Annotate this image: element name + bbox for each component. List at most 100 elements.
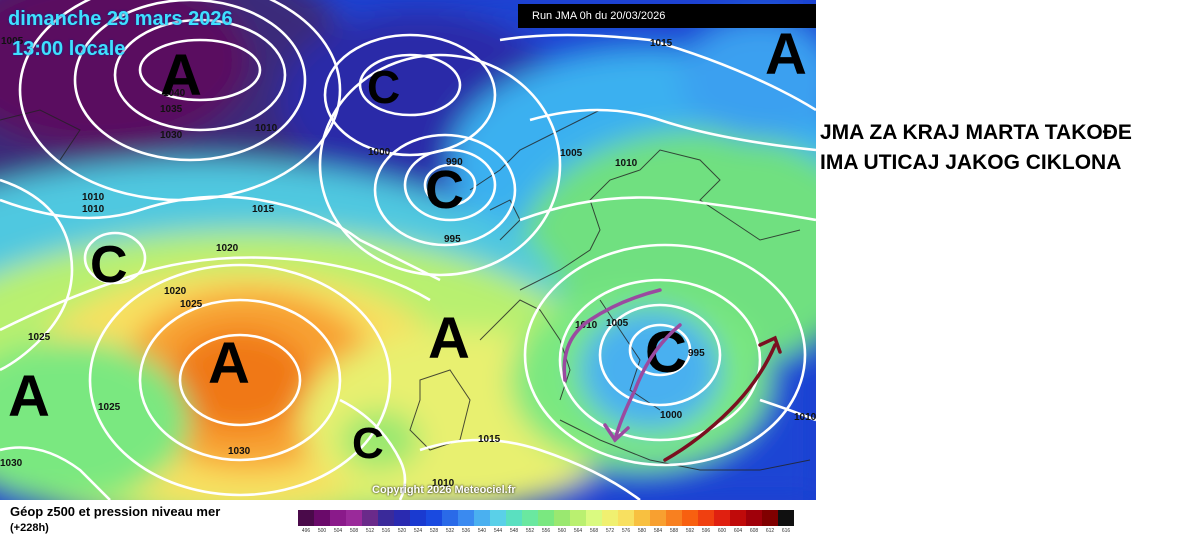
scale-swatch [522, 510, 538, 526]
scale-label: 532 [445, 528, 455, 534]
scale-swatch [474, 510, 490, 526]
color-scale [298, 510, 794, 526]
high-pressure-label: A [8, 364, 50, 429]
scale-label: 540 [477, 528, 487, 534]
isobar-label: 1010 [794, 412, 816, 423]
scale-label: 524 [413, 528, 423, 534]
scale-swatch [730, 510, 746, 526]
scale-label: 564 [573, 528, 583, 534]
scale-swatch [538, 510, 554, 526]
isobar-label: 1005 [560, 148, 583, 159]
scale-swatch [714, 510, 730, 526]
scale-label: 572 [605, 528, 615, 534]
scale-swatch [554, 510, 570, 526]
scale-label: 596 [701, 528, 711, 534]
isobar-label: 1010 [615, 158, 638, 169]
isobar-label: 990 [446, 157, 463, 168]
scale-label: 520 [397, 528, 407, 534]
low-pressure-label: C [645, 320, 687, 385]
scale-swatch [458, 510, 474, 526]
isobar-label: 1010 [575, 320, 598, 331]
scale-label: 504 [333, 528, 343, 534]
scale-label: 584 [653, 528, 663, 534]
red-arrow [663, 343, 777, 462]
forecast-date: dimanche 29 mars 2026 [8, 8, 233, 30]
scale-label: 536 [461, 528, 471, 534]
scale-label: 600 [717, 528, 727, 534]
scale-label: 616 [781, 528, 791, 534]
isobar-label: 1005 [606, 318, 629, 329]
scale-swatch [570, 510, 586, 526]
high-pressure-label: A [428, 306, 470, 371]
scale-label: 516 [381, 528, 391, 534]
isobar-label: 1030 [228, 446, 251, 457]
scale-swatch [330, 510, 346, 526]
scale-label: 556 [541, 528, 551, 534]
low-pressure-label: C [367, 61, 400, 113]
copyright-notice: Copyright 2026 Meteociel.fr [372, 484, 516, 496]
scale-swatch [410, 510, 426, 526]
scale-swatch [442, 510, 458, 526]
scale-label: 568 [589, 528, 599, 534]
map-canvas: 1040 1035 1030 1015 1010 1000 990 995 10… [0, 0, 816, 500]
scale-swatch [650, 510, 666, 526]
scale-swatch [762, 510, 778, 526]
scale-swatch [778, 510, 794, 526]
scale-label: 512 [365, 528, 375, 534]
annotation-line-1: JMA ZA KRAJ MARTA TAKOĐE [820, 121, 1132, 144]
scale-swatch [682, 510, 698, 526]
high-pressure-label: A [208, 331, 250, 396]
scale-swatch [586, 510, 602, 526]
annotation-caption: JMA ZA KRAJ MARTA TAKOĐE IMA UTICAJ JAKO… [820, 118, 1195, 178]
purple-arrow-lower [613, 323, 682, 442]
scale-label: 604 [733, 528, 743, 534]
scale-label: 592 [685, 528, 695, 534]
low-pressure-label: C [425, 160, 464, 220]
scale-label: 612 [765, 528, 775, 534]
isobar-label: 995 [444, 234, 461, 245]
forecast-time: 13:00 locale [12, 38, 126, 60]
low-pressure-label: C [90, 236, 128, 294]
geopotential-shading [0, 0, 816, 500]
scale-label: 552 [525, 528, 535, 534]
isobar-label: 1015 [478, 434, 501, 445]
scale-swatch [394, 510, 410, 526]
scale-swatch [666, 510, 682, 526]
isobar-label: 1015 [650, 38, 673, 49]
isobar-label: 1030 [160, 130, 183, 141]
isobar-label: 1010 [82, 192, 105, 203]
isobar-label: 995 [688, 348, 705, 359]
isobar-label: 1010 [255, 123, 278, 134]
isobar-label: 1020 [164, 286, 187, 297]
scale-swatch [618, 510, 634, 526]
isobar-label: 1035 [160, 104, 183, 115]
isobar-label: 1000 [368, 147, 391, 158]
isobar-label: 1020 [216, 243, 239, 254]
scale-swatch [346, 510, 362, 526]
isobar-label: 1010 [432, 478, 455, 489]
isobar-label: 1025 [28, 332, 51, 343]
weather-map: 1040 1035 1030 1015 1010 1000 990 995 10… [0, 0, 816, 500]
high-pressure-label: A [765, 22, 807, 87]
scale-label: 496 [301, 528, 311, 534]
low-pressure-label: C [352, 419, 384, 468]
isobar-labels: 1040 1035 1030 1015 1010 1000 990 995 10… [0, 36, 816, 489]
scale-label: 528 [429, 528, 439, 534]
run-label: Run JMA 0h du 20/03/2026 [518, 4, 816, 28]
scale-label: 588 [669, 528, 679, 534]
isobar-label: 1025 [98, 402, 121, 413]
scale-label: 576 [621, 528, 631, 534]
scale-swatch [298, 510, 314, 526]
legend-lead-time: (+228h) [10, 522, 49, 534]
high-pressure-label: A [160, 43, 202, 108]
scale-swatch [314, 510, 330, 526]
scale-swatch [698, 510, 714, 526]
scale-swatch [746, 510, 762, 526]
scale-swatch [362, 510, 378, 526]
isobar-label: 1005 [1, 36, 24, 47]
scale-label: 560 [557, 528, 567, 534]
scale-label: 608 [749, 528, 759, 534]
purple-arrow-upper [562, 288, 662, 382]
isobar-label: 1030 [0, 458, 23, 469]
scale-label: 544 [493, 528, 503, 534]
